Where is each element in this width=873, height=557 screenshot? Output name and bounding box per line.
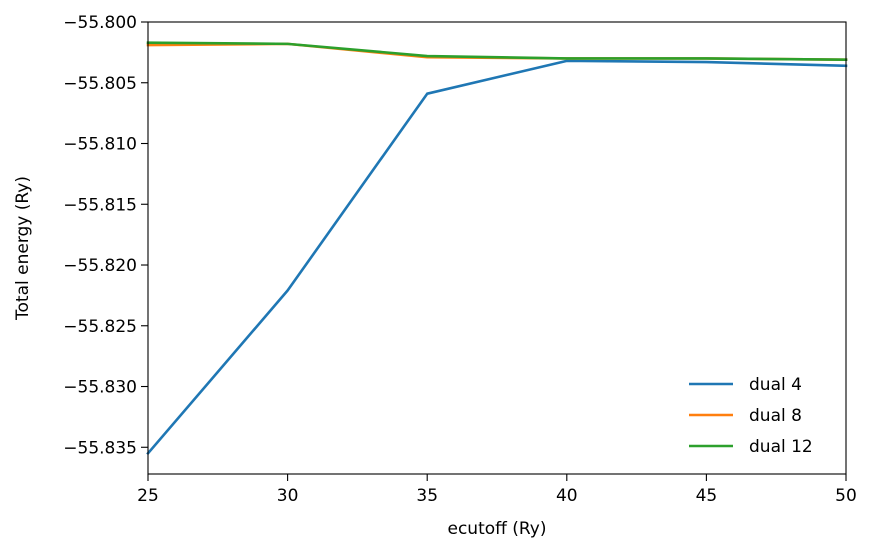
legend-label: dual 8 [749, 406, 802, 426]
y-tick-label: −55.825 [63, 317, 137, 337]
x-tick-label: 30 [277, 486, 299, 506]
series-line-dual-4 [146, 59, 848, 456]
y-tick-label: −55.800 [63, 13, 137, 33]
series-line-dual-12 [146, 41, 848, 61]
y-axis-label: Total energy (Ry) [13, 176, 33, 321]
legend-label: dual 4 [749, 375, 802, 395]
y-tick-label: −55.815 [63, 195, 137, 215]
legend: dual 4 dual 8 dual 12 [689, 375, 813, 457]
y-tick-label: −55.810 [63, 135, 137, 155]
x-tick-label: 35 [416, 486, 438, 506]
x-axis-ticks: 25 30 35 40 45 50 [137, 474, 857, 506]
x-tick-label: 40 [556, 486, 578, 506]
x-tick-label: 45 [696, 486, 718, 506]
y-tick-label: −55.805 [63, 74, 137, 94]
x-tick-label: 25 [137, 486, 159, 506]
legend-label: dual 12 [749, 437, 813, 457]
plot-area-frame [147, 21, 847, 475]
y-axis-ticks: −55.800 −55.805 −55.810 −55.815 −55.820 −55.8… [63, 13, 148, 458]
x-axis-label: ecutoff (Ry) [448, 519, 547, 539]
series-lines [146, 41, 848, 456]
y-tick-label: −55.835 [63, 438, 137, 458]
x-tick-label: 50 [835, 486, 857, 506]
y-tick-label: −55.830 [63, 378, 137, 398]
y-tick-label: −55.820 [63, 256, 137, 276]
